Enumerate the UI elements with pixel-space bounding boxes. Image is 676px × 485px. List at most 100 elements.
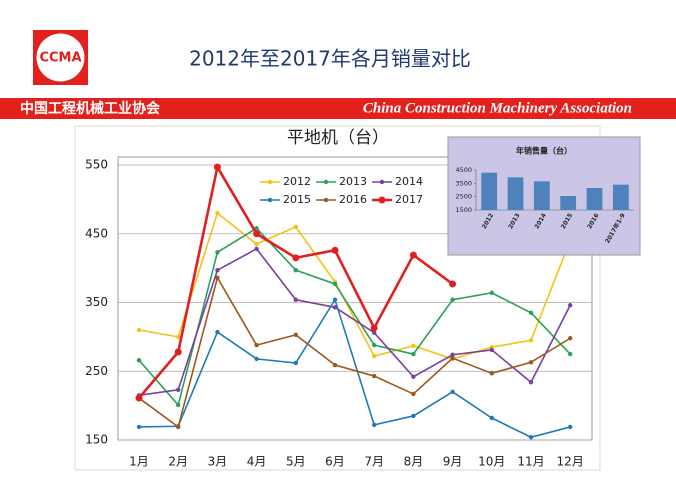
point xyxy=(372,330,377,335)
point xyxy=(176,424,181,430)
x-tick-label: 1月 xyxy=(129,455,149,469)
chart-title: 平地机（台） xyxy=(287,128,389,148)
bar xyxy=(481,172,498,210)
point xyxy=(449,280,457,288)
chart-frame xyxy=(74,125,601,471)
point xyxy=(332,297,338,302)
point xyxy=(215,329,220,335)
legend-marker xyxy=(267,179,273,185)
y-tick-label: 2500 xyxy=(455,193,472,201)
point xyxy=(568,351,573,357)
x-tick-label: 7月 xyxy=(364,455,384,469)
point xyxy=(450,297,455,302)
point xyxy=(213,163,221,171)
point xyxy=(136,358,142,363)
x-tick-label: 5月 xyxy=(286,455,306,469)
point xyxy=(293,267,298,273)
legend-label: 2014 xyxy=(395,175,423,188)
point xyxy=(528,360,534,365)
point xyxy=(215,267,220,273)
series-line xyxy=(138,297,571,439)
legend-marker xyxy=(379,179,385,185)
point xyxy=(254,342,259,348)
y-tick-label: 4500 xyxy=(455,166,472,174)
org-cn: 中国工程机械工业协会 xyxy=(20,100,161,117)
point xyxy=(293,332,298,338)
point xyxy=(409,251,417,259)
series-line xyxy=(138,275,571,429)
x-tick-label: 3月 xyxy=(208,455,228,469)
point xyxy=(136,424,142,430)
point xyxy=(568,336,573,341)
slide-title: 2012年至2017年各月销量对比 xyxy=(189,47,471,71)
x-tick-label: 4月 xyxy=(247,455,267,469)
point xyxy=(215,210,220,216)
bar xyxy=(560,196,577,210)
point xyxy=(568,424,573,430)
point xyxy=(528,338,534,343)
point xyxy=(135,394,143,402)
point xyxy=(293,360,298,366)
logo-text: CCMA xyxy=(39,51,81,66)
y-tick-label: 3500 xyxy=(455,179,472,187)
point xyxy=(372,373,377,379)
y-tick-label: 1500 xyxy=(455,206,472,214)
point xyxy=(411,351,416,357)
legend-label: 2015 xyxy=(283,193,311,206)
legend-marker xyxy=(323,179,329,185)
point xyxy=(568,303,573,308)
point xyxy=(254,241,259,247)
point xyxy=(411,413,416,419)
point xyxy=(372,353,377,359)
y-tick-label: 450 xyxy=(85,226,108,240)
x-tick-label: 8月 xyxy=(404,455,424,469)
point xyxy=(292,254,300,262)
point xyxy=(411,343,416,349)
point xyxy=(332,305,338,310)
point xyxy=(450,355,455,361)
series-line xyxy=(138,247,571,397)
point xyxy=(293,297,298,302)
point xyxy=(372,342,377,348)
point xyxy=(174,348,182,356)
point xyxy=(331,246,339,254)
bar xyxy=(612,184,629,210)
point xyxy=(489,290,494,296)
point xyxy=(332,362,338,368)
point xyxy=(254,246,259,252)
logo-circle xyxy=(36,33,85,82)
point xyxy=(528,435,534,440)
point xyxy=(332,281,338,287)
legend-label: 2016 xyxy=(339,193,367,206)
point xyxy=(215,250,220,255)
x-tick-label: 6月 xyxy=(325,455,345,469)
y-tick-label: 350 xyxy=(85,295,108,309)
point xyxy=(489,347,494,353)
point xyxy=(489,415,494,421)
point xyxy=(136,327,142,333)
x-tick-label: 11月 xyxy=(517,455,544,469)
series-line xyxy=(138,211,571,360)
point xyxy=(370,324,378,332)
legend-marker xyxy=(378,196,386,204)
series-line xyxy=(138,227,571,407)
point xyxy=(411,391,416,397)
point xyxy=(372,422,377,428)
point xyxy=(450,389,455,395)
bar xyxy=(586,188,603,210)
point xyxy=(253,230,261,238)
y-tick-label: 550 xyxy=(85,158,108,172)
legend-marker xyxy=(267,197,273,203)
point xyxy=(254,356,259,362)
legend-label: 2012 xyxy=(283,175,311,188)
y-tick-label: 150 xyxy=(85,433,108,447)
x-tick-label: 12月 xyxy=(557,455,584,469)
bar xyxy=(533,181,550,210)
x-tick-label: 2月 xyxy=(168,455,188,469)
legend-label: 2013 xyxy=(339,175,367,188)
inset-title: 年销售量（台） xyxy=(516,146,572,156)
bar xyxy=(507,177,524,210)
x-tick-label: 9月 xyxy=(443,455,463,469)
point xyxy=(176,402,181,408)
